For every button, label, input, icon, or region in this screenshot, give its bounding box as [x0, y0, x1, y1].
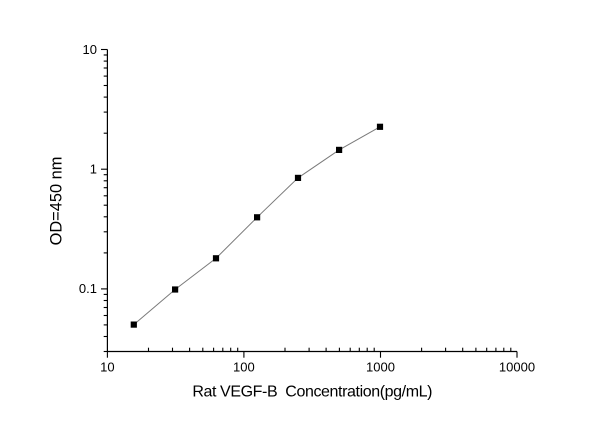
svg-text:100: 100	[233, 360, 255, 375]
svg-text:10: 10	[83, 42, 97, 57]
svg-text:Rat VEGF-B Concentration(pg/m: Rat VEGF-B Concentration(pg/mL)	[192, 384, 432, 401]
svg-text:0.1: 0.1	[79, 281, 97, 296]
svg-text:10000: 10000	[499, 360, 535, 375]
svg-text:1: 1	[90, 162, 97, 177]
svg-text:OD=450 nm: OD=450 nm	[48, 157, 66, 246]
svg-text:10: 10	[100, 360, 114, 375]
svg-text:1000: 1000	[366, 360, 395, 375]
